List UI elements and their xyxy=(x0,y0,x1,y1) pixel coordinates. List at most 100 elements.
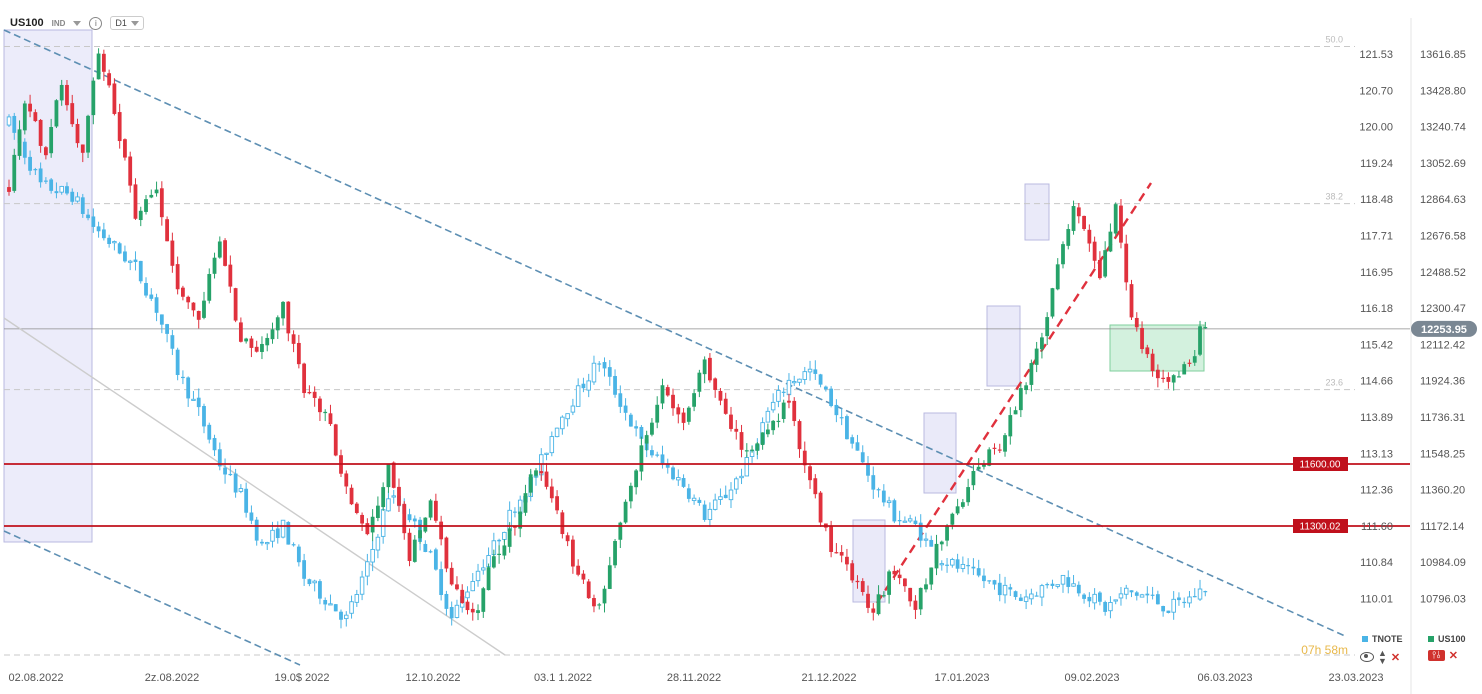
tnote-candle xyxy=(181,376,185,379)
tnote-candle xyxy=(465,591,470,599)
us100-candle xyxy=(481,588,486,612)
tnote-candle xyxy=(133,259,138,263)
tnote-candle xyxy=(1002,584,1008,596)
tnote-candle xyxy=(918,522,923,541)
us100-candle xyxy=(744,450,749,452)
tnote-candle xyxy=(386,498,391,512)
fibonacci-label: 50.0 xyxy=(1325,35,1343,45)
tnote-candle xyxy=(739,475,744,479)
us100-candle xyxy=(1192,356,1197,363)
us100-candle xyxy=(444,537,449,569)
us100-candle xyxy=(929,567,934,585)
us100-candle xyxy=(428,500,433,518)
symbol-label[interactable]: US100 xyxy=(10,17,44,29)
tnote-candle xyxy=(1071,583,1076,587)
tnote-candle xyxy=(43,180,48,182)
tnote-candle xyxy=(107,237,112,244)
tnote-candle xyxy=(412,518,417,522)
close-icon[interactable]: ✕ xyxy=(1390,651,1401,664)
us100-candle xyxy=(1071,206,1076,231)
series-controls-us100: ⫯⫰ ✕ xyxy=(1428,649,1458,662)
tnote-candle xyxy=(607,367,612,377)
us100-candle xyxy=(38,119,43,146)
tnote-candle xyxy=(1166,610,1171,613)
settings-icon[interactable]: ⫯⫰ xyxy=(1428,650,1445,661)
us100-candle xyxy=(233,288,238,321)
legend-us100[interactable]: US100 xyxy=(1428,634,1466,644)
us100-candle xyxy=(1013,410,1018,415)
tnote-candle xyxy=(897,520,902,522)
right-axis-tick: 12864.63 xyxy=(1420,194,1466,206)
us100-candle xyxy=(613,540,617,566)
us100-candle xyxy=(513,526,517,528)
tnote-candle xyxy=(839,417,844,419)
chevron-down-icon[interactable] xyxy=(73,20,82,26)
tnote-candle xyxy=(1018,597,1023,602)
us100-candle xyxy=(265,337,270,346)
us100-candle xyxy=(518,511,523,529)
us100-candle xyxy=(181,287,185,297)
tnote-candle xyxy=(1139,594,1145,598)
chart-toolbar: US100 IND i D1 xyxy=(10,12,144,34)
tnote-candle xyxy=(149,294,154,299)
tnote-candle xyxy=(876,489,881,491)
us100-candle xyxy=(423,517,428,532)
us100-candle xyxy=(7,187,11,192)
us100-candle xyxy=(186,296,191,303)
tnote-candle xyxy=(75,196,80,202)
tnote-candle xyxy=(950,559,955,566)
tnote-candle xyxy=(302,560,307,579)
us100-candle xyxy=(718,390,723,401)
left-axis-tick: 113.13 xyxy=(1360,448,1393,460)
tnote-candle xyxy=(1055,584,1060,587)
us100-candle xyxy=(54,100,59,127)
tnote-candle xyxy=(407,514,412,521)
tnote-candle xyxy=(1103,601,1108,612)
tnote-candle xyxy=(982,575,986,582)
us100-candle xyxy=(797,421,802,450)
tnote-candle xyxy=(270,529,275,542)
regression-line xyxy=(3,317,506,656)
tnote-candle xyxy=(913,520,918,525)
up-down-icon[interactable]: ▲ ▼ xyxy=(1378,648,1387,666)
highlight-box xyxy=(986,305,1021,387)
support-badge xyxy=(1293,519,1348,533)
tnote-candle xyxy=(49,179,54,191)
us100-candle xyxy=(760,432,765,445)
left-axis-tick: 118.48 xyxy=(1360,194,1393,206)
tnote-candle xyxy=(902,520,908,523)
tnote-candle xyxy=(855,442,860,451)
us100-candle xyxy=(1045,317,1050,337)
tnote-candle xyxy=(776,390,781,402)
us100-candle xyxy=(307,391,312,394)
us100-candle xyxy=(43,147,48,156)
us100-candle xyxy=(544,471,549,487)
tnote-candle xyxy=(33,169,38,171)
tnote-candle xyxy=(65,186,69,194)
left-axis-tick: 110.84 xyxy=(1360,557,1393,569)
tnote-candle xyxy=(159,314,164,325)
legend-tnote[interactable]: TNOTE xyxy=(1362,634,1403,644)
tnote-candle xyxy=(686,488,691,499)
left-axis-tick: 119.24 xyxy=(1360,158,1393,170)
right-axis-tick: 12488.52 xyxy=(1420,267,1466,279)
tnote-candle xyxy=(264,542,270,545)
info-icon[interactable]: i xyxy=(89,16,103,30)
tnote-candle xyxy=(786,379,792,396)
tnote-candle xyxy=(660,454,665,464)
x-axis-tick: 09.02.2023 xyxy=(1064,672,1119,684)
eye-icon[interactable] xyxy=(1360,652,1374,662)
close-icon[interactable]: ✕ xyxy=(1448,650,1458,662)
us100-candle xyxy=(1203,327,1208,329)
timeframe-select[interactable]: D1 xyxy=(110,16,144,30)
tnote-candle xyxy=(449,606,454,619)
tnote-candle xyxy=(38,168,43,183)
tnote-candle xyxy=(549,436,555,454)
us100-candle xyxy=(507,528,512,547)
us100-candle xyxy=(997,449,1002,451)
tnote-candle xyxy=(712,499,718,510)
us100-candle xyxy=(818,492,823,523)
tnote-candle xyxy=(966,565,971,567)
tnote-candle xyxy=(1123,587,1129,595)
